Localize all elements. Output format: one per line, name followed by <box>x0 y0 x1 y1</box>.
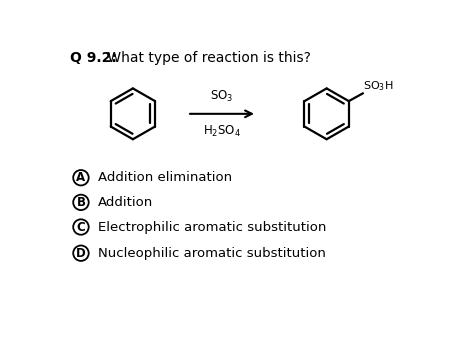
Text: Nucleophilic aromatic substitution: Nucleophilic aromatic substitution <box>98 247 326 260</box>
Text: SO$_3$H: SO$_3$H <box>364 79 394 93</box>
Text: What type of reaction is this?: What type of reaction is this? <box>103 52 311 65</box>
Text: Q 9.2:: Q 9.2: <box>70 52 117 65</box>
Text: C: C <box>77 221 85 234</box>
Text: B: B <box>76 196 85 209</box>
Text: D: D <box>76 247 86 260</box>
Text: A: A <box>76 171 85 184</box>
Text: Addition: Addition <box>98 196 153 209</box>
Text: Electrophilic aromatic substitution: Electrophilic aromatic substitution <box>98 221 327 234</box>
Text: H$_2$SO$_4$: H$_2$SO$_4$ <box>203 124 241 139</box>
Text: Addition elimination: Addition elimination <box>98 171 232 184</box>
Text: SO$_3$: SO$_3$ <box>210 89 234 104</box>
